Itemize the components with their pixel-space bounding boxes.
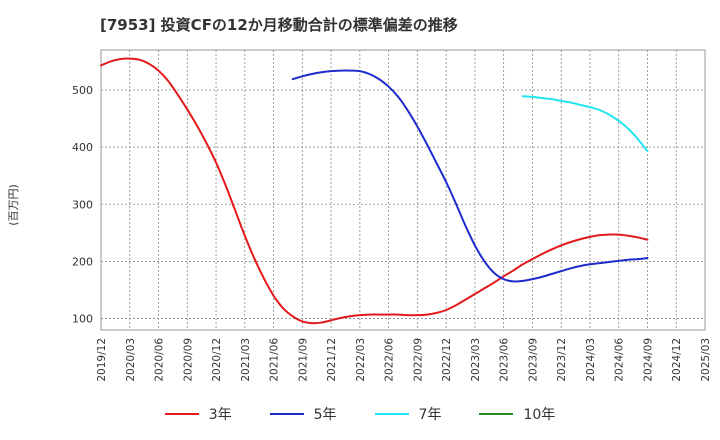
chart-title: [7953] 投資CFの12か月移動合計の標準偏差の推移 xyxy=(100,16,458,34)
legend-swatch xyxy=(164,413,199,415)
series-line xyxy=(521,95,649,153)
legend-swatch xyxy=(479,413,514,415)
x-tick-label: 2019/12 xyxy=(96,338,108,382)
x-tick-label: 2024/06 xyxy=(614,338,626,382)
legend-label: 3年 xyxy=(208,407,232,423)
x-tick-label: 2020/03 xyxy=(125,338,137,382)
legend-swatch xyxy=(374,413,409,415)
legend: 3年 5年 7年 10年 xyxy=(0,402,720,426)
x-tick-label: 2023/06 xyxy=(499,338,511,382)
x-tick-label: 2022/12 xyxy=(441,338,453,382)
legend-item: 5年 xyxy=(269,404,337,424)
legend-label: 7年 xyxy=(418,407,442,423)
x-tick-label: 2024/12 xyxy=(671,338,683,382)
x-tick-label: 2021/09 xyxy=(297,338,309,382)
x-tick-label: 2020/06 xyxy=(154,338,166,382)
x-tick-label: 2024/03 xyxy=(585,338,597,382)
x-tick-label: 2021/06 xyxy=(269,338,281,382)
y-tick-label: 500 xyxy=(72,84,93,97)
x-tick-label: 2022/06 xyxy=(384,338,396,382)
x-tick-label: 2022/03 xyxy=(355,338,367,382)
y-tick-label: 400 xyxy=(72,141,93,154)
grid-layer xyxy=(101,50,705,330)
legend-label: 5年 xyxy=(313,407,337,423)
legend-swatch xyxy=(269,413,304,415)
legend-item: 3年 xyxy=(164,404,232,424)
y-tick-label: 300 xyxy=(72,198,93,211)
x-tick-label: 2023/12 xyxy=(556,338,568,382)
x-tick-label: 2025/03 xyxy=(700,338,712,382)
series-layer xyxy=(100,57,649,325)
legend-item: 7年 xyxy=(374,404,442,424)
series-line xyxy=(291,69,649,283)
x-tick-label: 2020/09 xyxy=(182,338,194,382)
x-tick-label: 2023/03 xyxy=(470,338,482,382)
y-tick-label: 100 xyxy=(72,313,93,326)
x-tick-label: 2024/09 xyxy=(642,338,654,382)
x-tick-label: 2023/09 xyxy=(527,338,539,382)
y-tick-label: 200 xyxy=(72,255,93,268)
x-tick-label: 2020/12 xyxy=(211,338,223,382)
axis-layer: 100 200 300 400 500 2019/12 2020/03 2020/06 2020… xyxy=(72,49,712,382)
x-tick-label: 2022/09 xyxy=(412,338,424,382)
x-tick-label: 2021/12 xyxy=(326,338,338,382)
legend-item: 10年 xyxy=(479,404,555,424)
y-axis-label: (百万円) xyxy=(7,184,20,226)
plot-frame xyxy=(100,49,706,331)
legend-label: 10年 xyxy=(523,407,556,423)
series-line xyxy=(100,57,649,325)
x-tick-label: 2021/03 xyxy=(240,338,252,382)
